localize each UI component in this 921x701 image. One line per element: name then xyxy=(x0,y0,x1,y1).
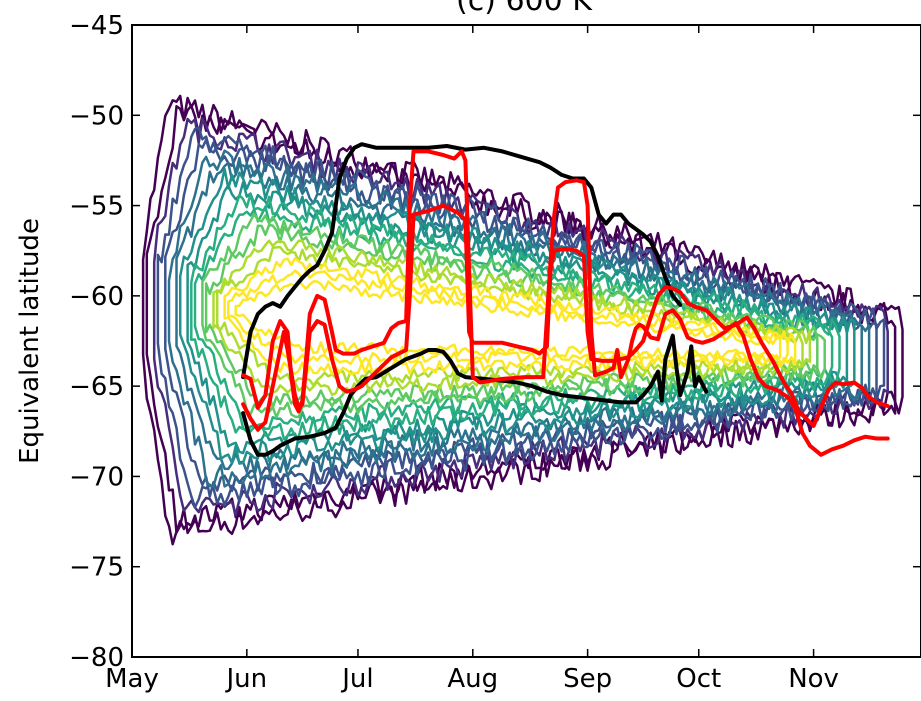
y-tick-label: −45 xyxy=(69,11,124,41)
y-tick-label: −60 xyxy=(69,282,124,312)
y-tick-label: −80 xyxy=(69,643,124,673)
x-tick-label: Jul xyxy=(340,664,373,694)
plot-frame xyxy=(131,24,921,658)
series-line-3 xyxy=(241,203,890,432)
contour-line xyxy=(227,269,789,366)
x-tick-label: Sep xyxy=(563,664,612,694)
contour-line xyxy=(152,117,889,517)
contour-line xyxy=(156,126,886,509)
contour-line xyxy=(215,245,804,387)
y-tick-label: −50 xyxy=(69,101,124,131)
y-axis-label: Equivalent latitude xyxy=(15,218,45,464)
x-tick-label: Aug xyxy=(447,664,498,694)
x-tick-label: May xyxy=(105,664,159,694)
x-tick-label: Oct xyxy=(676,664,721,694)
series-group xyxy=(241,142,890,457)
y-tick-label: −55 xyxy=(69,192,124,222)
y-tick-label: −65 xyxy=(69,372,124,402)
x-tick-label: Jun xyxy=(225,664,268,694)
axes: −80 −75 −70 −65 −60 −55 −50 −45 May Jun Jul Aug Sep O… xyxy=(69,11,921,694)
contour-line xyxy=(145,104,897,535)
x-tick-label: Nov xyxy=(788,664,839,694)
contour-line xyxy=(212,239,812,396)
series-line-0 xyxy=(241,142,683,380)
y-tick-label: −75 xyxy=(69,553,124,583)
contour-line xyxy=(223,257,797,377)
y-tick-label: −70 xyxy=(69,462,124,492)
chart-title: (c) 600 K xyxy=(456,0,593,18)
contour-line xyxy=(234,279,782,362)
series-line-2 xyxy=(241,149,890,457)
